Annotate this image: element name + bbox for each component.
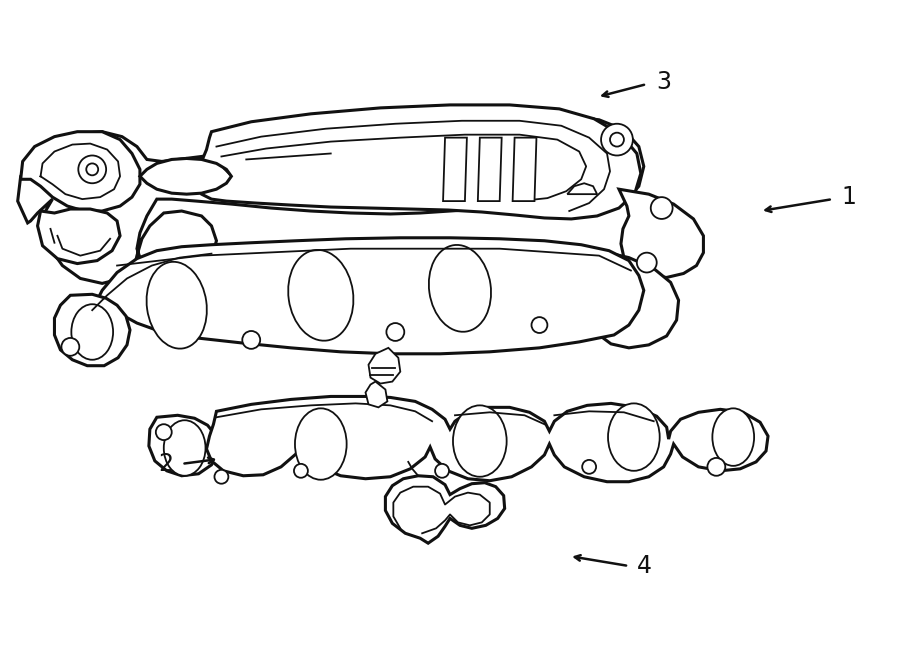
Ellipse shape <box>164 420 205 476</box>
Polygon shape <box>619 189 704 278</box>
Polygon shape <box>198 105 641 219</box>
Polygon shape <box>90 238 644 354</box>
Circle shape <box>61 338 79 356</box>
Circle shape <box>707 458 725 476</box>
Text: 1: 1 <box>842 185 857 209</box>
Polygon shape <box>368 348 400 383</box>
Ellipse shape <box>288 250 354 340</box>
Circle shape <box>386 323 404 341</box>
Circle shape <box>610 133 624 147</box>
Ellipse shape <box>453 405 507 477</box>
Ellipse shape <box>713 408 754 466</box>
Polygon shape <box>140 159 231 194</box>
Ellipse shape <box>147 262 207 348</box>
Polygon shape <box>478 137 501 201</box>
Circle shape <box>86 163 98 175</box>
Circle shape <box>601 124 633 155</box>
Polygon shape <box>595 251 679 348</box>
Ellipse shape <box>71 304 113 360</box>
Circle shape <box>242 331 260 349</box>
Polygon shape <box>148 415 219 476</box>
Circle shape <box>532 317 547 333</box>
Polygon shape <box>38 209 120 264</box>
Polygon shape <box>385 476 505 543</box>
Polygon shape <box>513 137 536 201</box>
Ellipse shape <box>428 245 491 332</box>
Polygon shape <box>365 381 387 407</box>
Circle shape <box>214 470 229 484</box>
Polygon shape <box>567 183 597 194</box>
Circle shape <box>582 460 596 474</box>
Text: 3: 3 <box>657 70 671 94</box>
Text: 2: 2 <box>158 452 174 476</box>
Text: 4: 4 <box>637 554 652 578</box>
Circle shape <box>78 155 106 183</box>
Ellipse shape <box>295 408 346 480</box>
Polygon shape <box>21 132 140 211</box>
Circle shape <box>651 197 672 219</box>
Polygon shape <box>55 294 130 366</box>
Polygon shape <box>443 137 467 201</box>
Polygon shape <box>206 397 768 482</box>
Circle shape <box>637 253 657 272</box>
Circle shape <box>156 424 172 440</box>
Circle shape <box>294 464 308 478</box>
Ellipse shape <box>608 403 660 471</box>
Polygon shape <box>18 117 644 284</box>
Circle shape <box>435 464 449 478</box>
